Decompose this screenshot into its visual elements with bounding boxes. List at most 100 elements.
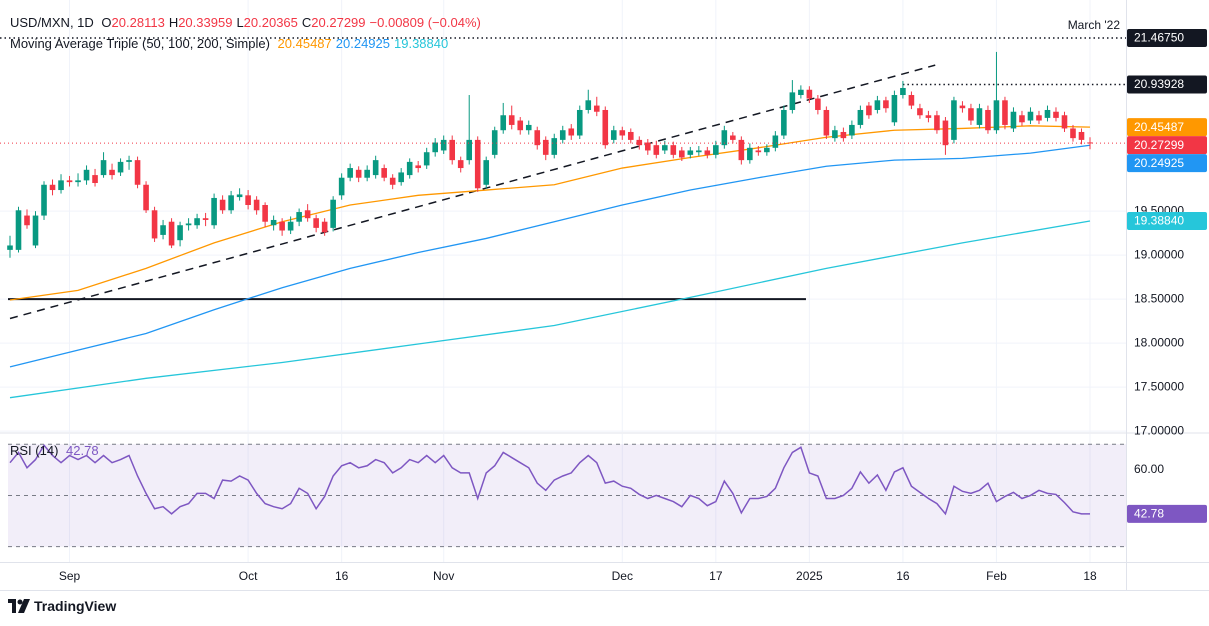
candle-body [585,100,592,110]
candle-body [985,109,991,131]
candle-body [517,120,524,131]
candle-body [917,108,923,116]
candle-body [866,105,872,116]
candle-body [1061,115,1068,129]
ohlc-value: 20.27299 [311,15,366,30]
candle-body [806,89,813,99]
x-tick-label: 16 [335,569,349,583]
candle-body [576,109,583,136]
candle-body [993,100,1000,131]
moving-average [9,144,1091,368]
candle-body [525,124,532,131]
candle-body [449,139,456,161]
candle-body [1036,115,1042,121]
candle-body [398,172,404,183]
candle-body [92,175,98,184]
candle-body [1002,100,1008,125]
candle-body [976,108,983,125]
candle-body [696,150,702,153]
candle-body [168,221,175,246]
candle-body [891,95,898,123]
candle-body [296,212,302,222]
candle-body [24,215,30,226]
candle-body [211,197,217,226]
candle-body [602,109,609,146]
candle-body [457,160,464,169]
x-tick-label: 18 [1083,569,1097,583]
y-tick-label: 17.50000 [1134,379,1184,393]
price-tag [1127,504,1207,523]
candle-body [679,150,685,158]
candle-body [381,168,387,178]
candle-body [440,139,447,151]
candle-body [466,139,473,161]
candle-body [219,199,226,211]
brand-logo [8,599,30,613]
rsi-title: RSI (14) [10,443,59,458]
candle-body [934,115,940,131]
candle-body [1044,109,1051,118]
candle-body [415,165,421,169]
candle-body [534,130,541,146]
candle-body [1027,111,1034,121]
candle-body [7,245,13,250]
moving-average [9,220,1091,399]
ma-legend: Moving Average Triple (50, 100, 200, Sim… [10,36,452,51]
candle-body [245,195,251,206]
x-tick-label: Oct [239,569,258,583]
candle-body [491,130,498,155]
candle-body [117,161,124,173]
candle-body [202,218,209,220]
candle-body [75,180,81,183]
candle-body [713,145,719,155]
candle-body [143,184,149,211]
candle-body [551,138,558,155]
candle-body [279,221,285,231]
price-tag [1127,29,1207,48]
price-tag-label: 20.93928 [1134,77,1184,91]
candle-body [58,180,64,191]
price-tag-label: 19.38840 [1134,214,1184,228]
ma-value: 19.38840 [394,36,449,51]
y-tick-label: 18.00000 [1134,335,1184,349]
candle-body [321,221,328,233]
candle-body [185,223,192,226]
price-tag-label: 20.45487 [1134,120,1184,134]
candle-body [721,130,728,146]
x-tick-label: 17 [709,569,723,583]
ohlc-value: 20.28113 [111,15,165,30]
y-tick-label: 19.00000 [1134,247,1184,261]
candle-body [959,105,966,109]
candle-body [644,142,651,151]
candle-body [109,169,115,176]
candle-body [304,210,311,219]
price-tag-label: 20.24925 [1134,156,1184,170]
candle-body [262,205,268,222]
candle-body [704,150,711,155]
trendline [9,64,936,320]
candle-body [925,115,932,118]
candle-body [653,145,660,155]
brand: TradingView [34,598,117,614]
candle-body [228,195,234,211]
candle-body [772,135,779,148]
candle-body [687,150,694,155]
candle-body [610,130,617,140]
candle-body [1087,142,1093,144]
candle-body [968,108,974,121]
candle-body [789,92,796,110]
moving-average [9,125,1091,301]
candle-body [151,210,158,239]
candle-body [49,184,56,191]
candle-body [100,160,107,176]
y-tick-label: 18.50000 [1134,291,1184,305]
candle-body [619,130,626,136]
candle-body [857,109,864,125]
candle-body [423,152,430,166]
x-tick-label: 16 [896,569,910,583]
candle-body [508,115,515,125]
candle-body [270,219,277,226]
ohlc-key: C [301,15,312,30]
ma-title: Moving Average Triple (50, 100, 200, Sim… [10,36,270,51]
